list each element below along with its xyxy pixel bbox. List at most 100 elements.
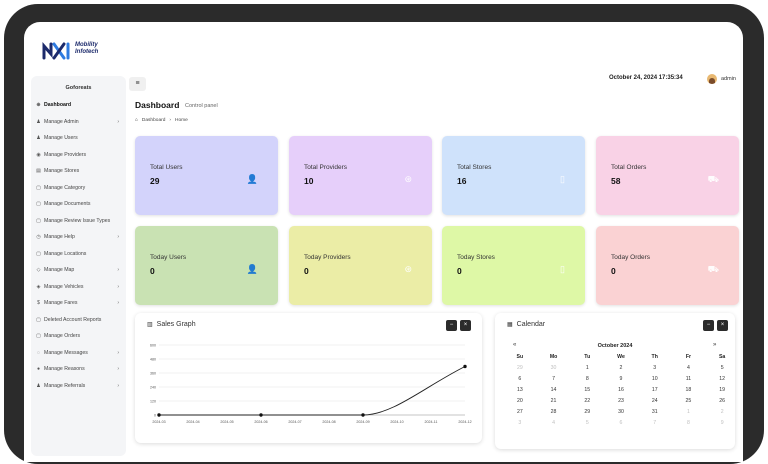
data-point[interactable] (157, 413, 161, 417)
category-icon: ▢ (36, 184, 41, 191)
calendar-day[interactable]: 2 (619, 365, 623, 371)
data-point[interactable] (361, 413, 365, 417)
calendar-grid: Su Mo Tu We Th Fr Sa 29 30 1 2 3 4 5 6 7 8 9 10 11 12 13 14 15 1… (503, 353, 739, 427)
data-point[interactable] (259, 413, 263, 417)
sidebar-item-manage-providers[interactable]: ◉ Manage Providers (31, 147, 126, 164)
calendar-close-button[interactable]: × (717, 320, 728, 331)
sidebar-title: Goforeats (65, 85, 92, 91)
calendar-day[interactable]: 3 (653, 365, 657, 371)
sidebar-item-manage-category[interactable]: ▢ Manage Category (31, 180, 126, 197)
calendar-day[interactable]: 3 (518, 420, 522, 426)
sidebar-item-manage-fares[interactable]: $ Manage Fares › (31, 295, 126, 312)
chevron-right-icon: › (117, 283, 119, 290)
calendar-day[interactable]: 17 (651, 387, 658, 393)
stat-card-total-providers[interactable]: Total Providers 10 ⊛ (289, 136, 432, 215)
calendar-day[interactable]: 1 (686, 409, 690, 415)
user-icon: 👤 (246, 264, 258, 274)
sidebar-item-manage-map[interactable]: ◇ Manage Map › (31, 262, 126, 279)
calendar-day[interactable]: 24 (651, 398, 658, 404)
sidebar-item-manage-stores[interactable]: ▤ Manage Stores (31, 163, 126, 180)
sidebar-item-manage-orders[interactable]: ▢ Manage Orders (31, 328, 126, 345)
calendar-day[interactable]: 4 (552, 420, 555, 426)
sales-graph-panel: ▥ Sales Graph − × 0 120 240 360 480 600 2024-0… (135, 313, 482, 443)
data-point[interactable] (463, 364, 467, 369)
calendar-day[interactable]: 29 (516, 365, 523, 371)
calendar-day[interactable]: 11 (685, 376, 692, 382)
calendar-day[interactable]: 8 (585, 376, 589, 382)
calendar-minimize-button[interactable]: − (703, 320, 714, 331)
sidebar-item-manage-locations[interactable]: ▢ Manage Locations (31, 246, 126, 263)
breadcrumb-root[interactable]: Dashboard (141, 118, 166, 123)
menu-toggle-button[interactable]: ≡ (129, 77, 146, 91)
sidebar-item-manage-users[interactable]: ♟ Manage Users (31, 130, 126, 147)
user-menu[interactable]: admin (707, 74, 736, 84)
sidebar-item-manage-review-issue-types[interactable]: ▢ Manage Review Issue Types (31, 213, 126, 230)
calendar-day[interactable]: 9 (619, 376, 623, 382)
calendar-day[interactable]: 6 (619, 420, 623, 426)
graph-minimize-button[interactable]: − (446, 320, 457, 331)
calendar-day[interactable]: 6 (518, 376, 522, 382)
reasons-icon: ● (36, 366, 41, 373)
calendar-day[interactable]: 31 (651, 409, 658, 415)
calendar-day[interactable]: 26 (719, 398, 726, 404)
sidebar-item-manage-admin[interactable]: ♟ Manage Admin › (31, 114, 126, 131)
chevron-right-icon: › (117, 382, 119, 389)
calendar-day[interactable]: 22 (584, 398, 591, 404)
locations-icon: ▢ (36, 250, 41, 257)
calendar-day[interactable]: 4 (686, 365, 690, 371)
sidebar-item-manage-referrals[interactable]: ♟ Manage Referrals › (31, 378, 126, 395)
sidebar-item-label: Manage Admin (44, 118, 79, 125)
calendar-day[interactable]: 19 (719, 387, 726, 393)
sidebar-item-manage-messages[interactable]: ◌ Manage Messages › (31, 345, 126, 362)
graph-close-button[interactable]: × (460, 320, 471, 331)
calendar-weekday: Mo (549, 354, 558, 360)
calendar-day[interactable]: 5 (585, 420, 589, 426)
calendar-day[interactable]: 27 (516, 409, 523, 415)
calendar-day[interactable]: 10 (651, 376, 658, 382)
calendar-prev-button[interactable]: « (513, 342, 517, 348)
calendar-day[interactable]: 15 (584, 387, 591, 393)
calendar-day[interactable]: 1 (585, 365, 589, 371)
sidebar-item-deleted-account-reports[interactable]: ▢ Deleted Account Reports (31, 312, 126, 329)
calendar-day[interactable]: 28 (550, 409, 557, 415)
sidebar-item-label: Manage Messages (44, 349, 88, 356)
stat-card-total-stores[interactable]: Total Stores 16 ▯ (442, 136, 585, 215)
sidebar-item-manage-vehicles[interactable]: ◈ Manage Vehicles › (31, 279, 126, 296)
calendar-day[interactable]: 8 (686, 420, 690, 426)
calendar-day[interactable]: 23 (618, 398, 624, 404)
stat-card-today-users[interactable]: Today Users 0 👤 (135, 226, 278, 305)
calendar-day[interactable]: 16 (618, 387, 624, 393)
calendar-day[interactable]: 5 (720, 365, 724, 371)
calendar-day[interactable]: 2 (720, 409, 724, 415)
calendar-day[interactable]: 14 (550, 387, 557, 393)
calendar-day[interactable]: 12 (719, 376, 726, 382)
stat-card-total-users[interactable]: Total Users 29 👤 (135, 136, 278, 215)
sales-chart: 0 120 240 360 480 600 2024-03 2024-04 2024-05 202… (150, 344, 472, 425)
calendar-day[interactable]: 29 (584, 409, 591, 415)
calendar-day[interactable]: 25 (685, 398, 692, 404)
calendar-next-button[interactable]: » (713, 342, 717, 348)
calendar-day[interactable]: 7 (552, 376, 555, 382)
calendar-day[interactable]: 7 (653, 420, 657, 426)
sidebar-item-manage-help[interactable]: ◷ Manage Help › (31, 229, 126, 246)
sidebar-item-manage-documents[interactable]: ▢ Manage Documents (31, 196, 126, 213)
sidebar-item-manage-reasons[interactable]: ● Manage Reasons › (31, 361, 126, 378)
y-tick-label: 480 (150, 358, 156, 362)
calendar-day[interactable]: 20 (516, 398, 523, 404)
calendar-panel: ▦ Calendar − × « October 2024 » Su Mo Tu We… (495, 313, 735, 449)
calendar-day[interactable]: 18 (685, 387, 692, 393)
calendar-day[interactable]: 30 (550, 365, 557, 371)
stat-card-today-providers[interactable]: Today Providers 0 ⊛ (289, 226, 432, 305)
stat-card-today-orders[interactable]: Today Orders 0 ⛟ (596, 226, 739, 305)
y-tick-label: 240 (150, 386, 156, 390)
sidebar-item-dashboard[interactable]: ⊕ Dashboard (31, 97, 126, 114)
brand-logo[interactable]: Mobility Infotech (42, 38, 132, 64)
calendar-day[interactable]: 13 (516, 387, 523, 393)
calendar-day[interactable]: 21 (550, 398, 557, 404)
stat-card-today-stores[interactable]: Today Stores 0 ▯ (442, 226, 585, 305)
calendar-day[interactable]: 30 (618, 409, 624, 415)
provider-icon: ⊛ (404, 174, 412, 184)
calendar-day[interactable]: 9 (720, 420, 724, 426)
users-icon: ♟ (36, 135, 41, 142)
stat-card-total-orders[interactable]: Total Orders 58 ⛟ (596, 136, 739, 215)
